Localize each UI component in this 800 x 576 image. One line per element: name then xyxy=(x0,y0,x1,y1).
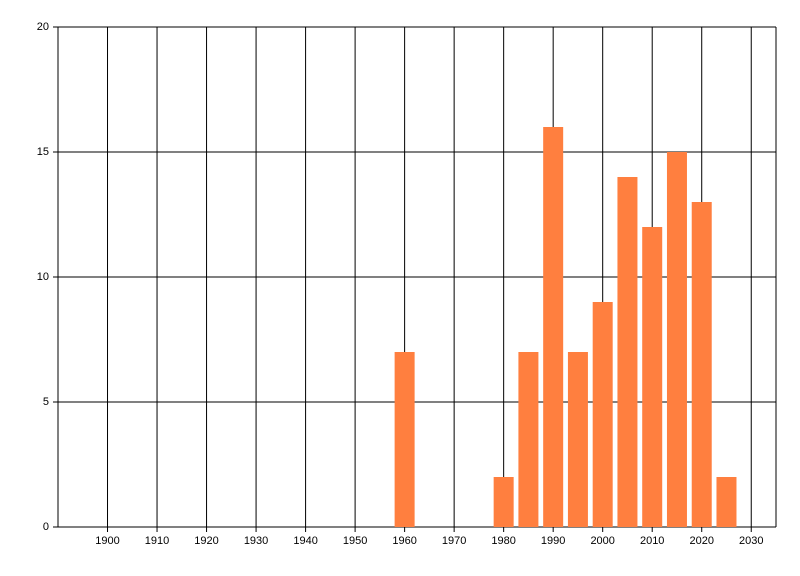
x-tick-label: 1900 xyxy=(95,535,119,547)
y-tick-label: 15 xyxy=(37,146,49,158)
x-tick-label: 1910 xyxy=(145,535,169,547)
x-tick-label: 1980 xyxy=(491,535,515,547)
x-tick-label: 1940 xyxy=(293,535,317,547)
bar xyxy=(666,152,687,527)
bar xyxy=(642,227,663,527)
bar xyxy=(518,352,539,527)
y-tick-label: 10 xyxy=(37,271,49,283)
y-tick-label: 0 xyxy=(43,521,49,533)
bar xyxy=(592,302,613,527)
y-tick-label: 5 xyxy=(43,396,49,408)
x-tick-label: 1990 xyxy=(541,535,565,547)
x-tick-label: 1960 xyxy=(392,535,416,547)
x-tick-label: 1930 xyxy=(244,535,268,547)
bar xyxy=(716,477,737,527)
x-tick-label: 2000 xyxy=(590,535,614,547)
x-tick-label: 2030 xyxy=(739,535,763,547)
bar xyxy=(567,352,588,527)
bar xyxy=(493,477,514,527)
y-tick-label: 20 xyxy=(37,21,49,33)
x-tick-label: 2010 xyxy=(640,535,664,547)
bar xyxy=(691,202,712,527)
x-tick-label: 1950 xyxy=(343,535,367,547)
bar xyxy=(543,127,564,527)
x-tick-label: 1920 xyxy=(194,535,218,547)
bar xyxy=(394,352,415,527)
x-tick-label: 1970 xyxy=(442,535,466,547)
x-tick-label: 2020 xyxy=(689,535,713,547)
bar xyxy=(617,177,638,527)
